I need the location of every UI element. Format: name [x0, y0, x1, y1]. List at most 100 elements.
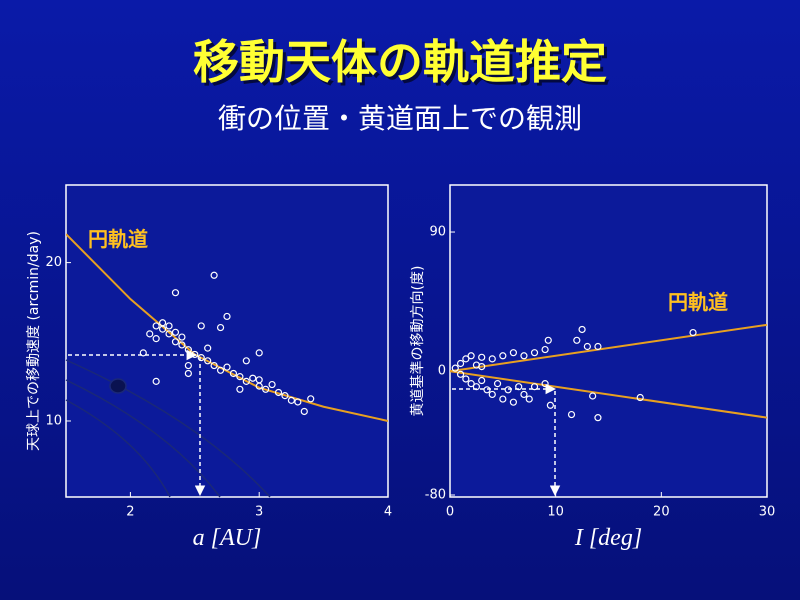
point: [184, 369, 192, 378]
y-tick-label: 90: [429, 225, 446, 240]
point: [478, 353, 486, 361]
point: [520, 352, 528, 360]
y-axis-label: 天球上での移動速度 (arcmin/day): [26, 231, 42, 451]
curve-label: 円軌道: [668, 290, 728, 314]
point: [689, 328, 697, 337]
point: [139, 349, 147, 357]
point: [236, 385, 244, 393]
x-axis-label: I [deg]: [574, 525, 642, 551]
point: [281, 392, 289, 400]
slide-title: 移動天体の軌道推定: [193, 35, 607, 89]
point: [530, 383, 539, 391]
point: [242, 377, 250, 385]
point: [483, 386, 491, 394]
x-axis-label: a [AU]: [193, 525, 262, 551]
point: [255, 349, 263, 357]
point: [184, 361, 192, 370]
point: [467, 380, 475, 388]
point: [268, 380, 276, 389]
x-tick-label: 30: [759, 505, 776, 520]
point: [210, 361, 218, 370]
point: [493, 380, 502, 388]
point: [204, 344, 212, 352]
point: [456, 370, 465, 378]
point: [249, 374, 257, 382]
y-axis-label: 黄道基準の移動方向(度): [409, 266, 426, 417]
point: [152, 377, 160, 385]
point: [171, 289, 180, 297]
point: [216, 323, 225, 332]
point: [178, 333, 186, 341]
point: [509, 349, 518, 357]
point: [525, 395, 533, 403]
point: [589, 392, 597, 400]
title-shadow: 移動天体の軌道推定: [196, 38, 610, 92]
point: [594, 414, 602, 422]
point: [197, 354, 205, 362]
orbit-sketch: [65, 359, 271, 498]
point: [178, 341, 186, 349]
point: [499, 395, 507, 403]
curve: [66, 233, 388, 422]
point: [294, 398, 302, 406]
x-tick-label: 0: [446, 505, 454, 520]
x-tick-label: 3: [255, 505, 263, 520]
y-tick-label: 0: [438, 364, 446, 379]
point: [152, 322, 160, 330]
point: [242, 357, 250, 365]
point: [159, 319, 167, 327]
point: [287, 396, 295, 404]
point: [223, 363, 231, 371]
point: [451, 364, 459, 372]
y-tick-label: 10: [45, 413, 62, 428]
point: [462, 355, 470, 363]
point: [223, 312, 231, 321]
slide-subtitle: 衝の位置・黄道面上での観測: [218, 102, 582, 135]
y-tick-label: 20: [45, 255, 62, 270]
point: [520, 390, 528, 399]
point: [636, 393, 644, 402]
point: [462, 375, 470, 383]
point: [152, 335, 160, 343]
arrows: [68, 349, 561, 497]
point: [204, 357, 212, 365]
point: [456, 359, 465, 368]
point: [216, 366, 225, 374]
point: [236, 373, 244, 381]
point: [171, 328, 180, 336]
y-tick-label: -80: [425, 487, 446, 502]
x-tick-label: 20: [653, 505, 670, 520]
x-tick-label: 2: [126, 505, 134, 520]
point: [300, 407, 308, 416]
x-tick-label: 10: [547, 505, 564, 520]
point: [307, 395, 315, 403]
point: [255, 376, 263, 384]
curve-label: 円軌道: [88, 227, 148, 251]
point: [530, 349, 539, 357]
point: [509, 398, 518, 406]
plot-frame: [449, 184, 768, 498]
point: [467, 352, 475, 360]
point: [146, 330, 154, 338]
point: [541, 380, 549, 388]
curve: [450, 323, 767, 373]
point: [262, 385, 270, 393]
point: [541, 345, 549, 354]
point: [594, 342, 602, 351]
point: [478, 376, 486, 385]
point: [165, 322, 173, 330]
point: [504, 386, 512, 394]
point: [171, 338, 180, 346]
point: [210, 271, 218, 279]
point: [274, 388, 283, 397]
curve: [450, 370, 767, 419]
point: [583, 342, 591, 351]
point: [488, 355, 496, 363]
point: [197, 322, 205, 330]
point: [567, 410, 576, 419]
point: [573, 336, 581, 344]
point: [546, 401, 554, 409]
x-tick-label: 4: [384, 505, 392, 520]
plot-frame: [65, 184, 389, 498]
